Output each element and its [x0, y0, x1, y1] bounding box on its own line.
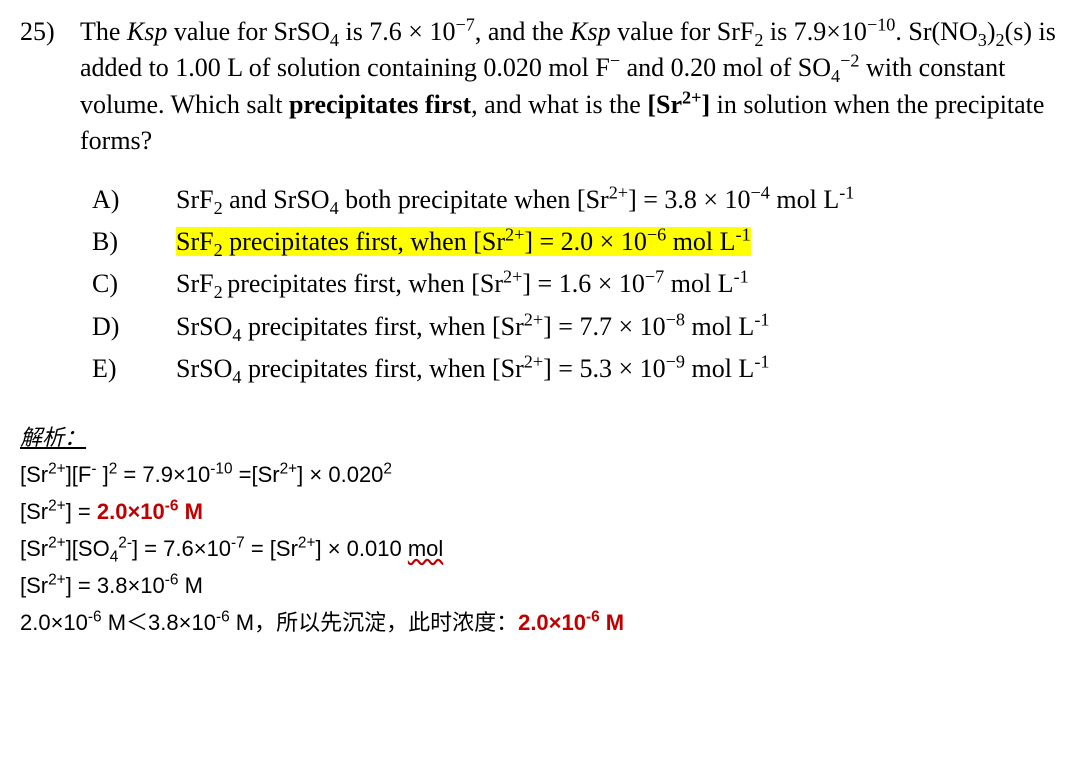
option-text: SrF2 precipitates first, when [Sr2+] = 1…: [176, 266, 749, 302]
option-letter: B): [92, 224, 176, 260]
option-text: SrSO4 precipitates first, when [Sr2+] = …: [176, 309, 769, 345]
analysis-line: [Sr2+] = 2.0×10-6 M: [20, 494, 1060, 529]
option-letter: C): [92, 266, 176, 302]
analysis-block: 解析： [Sr2+][F- ]2 = 7.9×10-10 =[Sr2+] × 0…: [20, 420, 1060, 641]
option-letter: A): [92, 182, 176, 218]
option-row: A)SrF2 and SrSO4 both precipitate when […: [92, 182, 1060, 218]
analysis-line: [Sr2+][SO42-] = 7.6×10-7 = [Sr2+] × 0.01…: [20, 531, 1060, 566]
question-block: 25) The Ksp value for SrSO4 is 7.6 × 10−…: [20, 14, 1060, 394]
option-letter: E): [92, 351, 176, 387]
option-row: E)SrSO4 precipitates first, when [Sr2+] …: [92, 351, 1060, 387]
option-text: SrF2 precipitates first, when [Sr2+] = 2…: [176, 224, 751, 260]
option-text: SrF2 and SrSO4 both precipitate when [Sr…: [176, 182, 854, 218]
question-body: The Ksp value for SrSO4 is 7.6 × 10−7, a…: [80, 14, 1060, 394]
analysis-heading: 解析：: [20, 425, 86, 450]
option-row: B)SrF2 precipitates first, when [Sr2+] =…: [92, 224, 1060, 260]
options-list: A)SrF2 and SrSO4 both precipitate when […: [92, 182, 1060, 388]
analysis-line: [Sr2+] = 3.8×10-6 M: [20, 568, 1060, 603]
option-text: SrSO4 precipitates first, when [Sr2+] = …: [176, 351, 769, 387]
question-text: The Ksp value for SrSO4 is 7.6 × 10−7, a…: [80, 14, 1060, 160]
option-row: C)SrF2 precipitates first, when [Sr2+] =…: [92, 266, 1060, 302]
option-letter: D): [92, 309, 176, 345]
question-number: 25): [20, 14, 80, 50]
analysis-line: [Sr2+][F- ]2 = 7.9×10-10 =[Sr2+] × 0.020…: [20, 457, 1060, 492]
analysis-lines: [Sr2+][F- ]2 = 7.9×10-10 =[Sr2+] × 0.020…: [20, 457, 1060, 641]
analysis-line: 2.0×10-6 M＜3.8×10-6 M，所以先沉淀，此时浓度：2.0×10-…: [20, 605, 1060, 640]
option-row: D)SrSO4 precipitates first, when [Sr2+] …: [92, 309, 1060, 345]
